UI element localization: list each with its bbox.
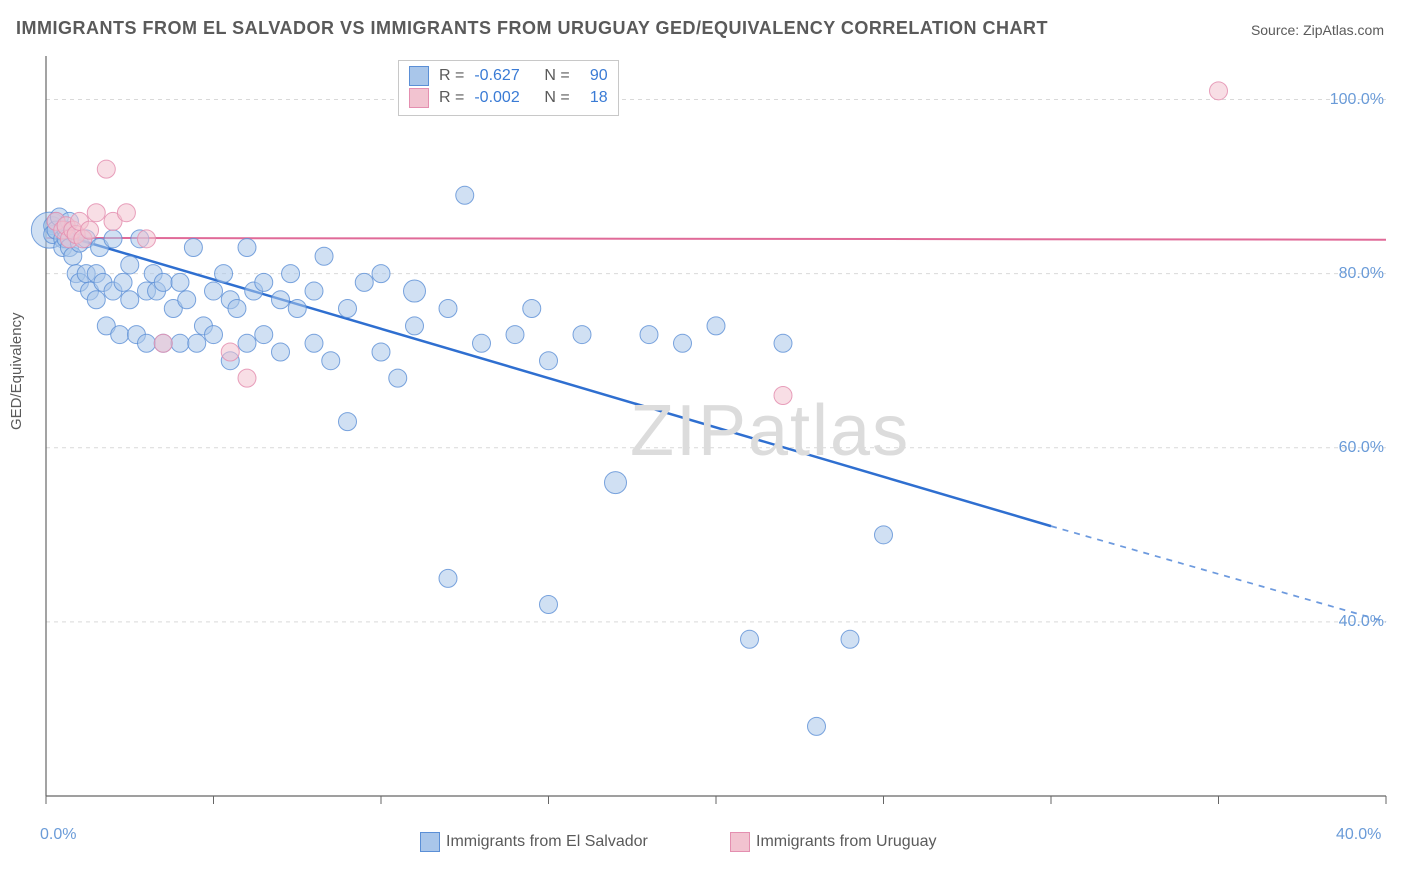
data-point [875,526,893,544]
data-point [288,299,306,317]
source-attribution: Source: ZipAtlas.com [1251,22,1384,38]
data-point [97,160,115,178]
data-point [255,326,273,344]
data-point [114,273,132,291]
x-tick-label: 0.0% [40,826,76,844]
stat-row-el_salvador: R = -0.627 N = 90 [409,65,608,87]
stat-r-label: R = [439,65,464,87]
data-point [121,256,139,274]
data-point [339,299,357,317]
y-tick-label: 60.0% [1339,439,1384,457]
trend-line-ext-el_salvador [1051,526,1386,622]
data-point [104,230,122,248]
data-point [238,369,256,387]
data-point [178,291,196,309]
data-point [404,280,426,302]
data-point [272,291,290,309]
data-point [674,334,692,352]
data-point [439,299,457,317]
stat-n-value: 90 [580,65,608,87]
data-point [339,413,357,431]
stat-n-value: 18 [580,87,608,109]
data-point [540,352,558,370]
data-point [111,326,129,344]
data-point [540,595,558,613]
stat-r-value: -0.002 [474,87,534,109]
data-point [255,273,273,291]
data-point [1210,82,1228,100]
data-point [605,472,627,494]
data-point [138,230,156,248]
data-point [707,317,725,335]
data-point [305,282,323,300]
trend-line-el_salvador [46,230,1051,526]
data-point [228,299,246,317]
legend-item-uruguay: Immigrants from Uruguay [730,832,937,852]
data-point [741,630,759,648]
data-point [117,204,135,222]
data-point [215,265,233,283]
data-point [272,343,290,361]
data-point [171,273,189,291]
data-point [305,334,323,352]
data-point [774,334,792,352]
source-prefix: Source: [1251,22,1303,38]
data-point [640,326,658,344]
data-point [506,326,524,344]
legend-item-el_salvador: Immigrants from El Salvador [420,832,648,852]
data-point [573,326,591,344]
legend-swatch [409,66,429,86]
data-point [238,239,256,257]
stat-n-label: N = [544,65,569,87]
data-point [841,630,859,648]
data-point [221,343,239,361]
data-point [81,221,99,239]
data-point [322,352,340,370]
data-point [808,717,826,735]
y-tick-label: 40.0% [1339,613,1384,631]
stat-r-label: R = [439,87,464,109]
data-point [138,334,156,352]
stat-r-value: -0.627 [474,65,534,87]
data-point [121,291,139,309]
data-point [372,343,390,361]
source-link[interactable]: ZipAtlas.com [1303,22,1384,38]
data-point [205,326,223,344]
data-point [154,334,172,352]
data-point [389,369,407,387]
stat-n-label: N = [544,87,569,109]
data-point [171,334,189,352]
chart-title: IMMIGRANTS FROM EL SALVADOR VS IMMIGRANT… [16,18,1048,39]
y-axis-label: GED/Equivalency [8,312,25,430]
data-point [372,265,390,283]
data-point [355,273,373,291]
legend-swatch [420,832,440,852]
data-point [282,265,300,283]
data-point [87,291,105,309]
legend-swatch [730,832,750,852]
y-tick-label: 80.0% [1339,265,1384,283]
data-point [439,569,457,587]
data-point [87,204,105,222]
data-point [473,334,491,352]
data-point [205,282,223,300]
data-point [406,317,424,335]
data-point [523,299,541,317]
data-point [456,186,474,204]
x-tick-label: 40.0% [1336,826,1381,844]
data-point [154,273,172,291]
stat-row-uruguay: R = -0.002 N = 18 [409,87,608,109]
data-point [774,387,792,405]
correlation-stats-legend: R = -0.627 N = 90 R = -0.002 N = 18 [398,60,619,116]
y-tick-label: 100.0% [1330,91,1384,109]
data-point [188,334,206,352]
scatter-plot-svg [0,0,1406,892]
data-point [238,334,256,352]
data-point [315,247,333,265]
chart-container: { "title": "IMMIGRANTS FROM EL SALVADOR … [0,0,1406,892]
legend-label: Immigrants from Uruguay [756,833,937,851]
data-point [184,239,202,257]
legend-label: Immigrants from El Salvador [446,833,648,851]
legend-swatch [409,88,429,108]
